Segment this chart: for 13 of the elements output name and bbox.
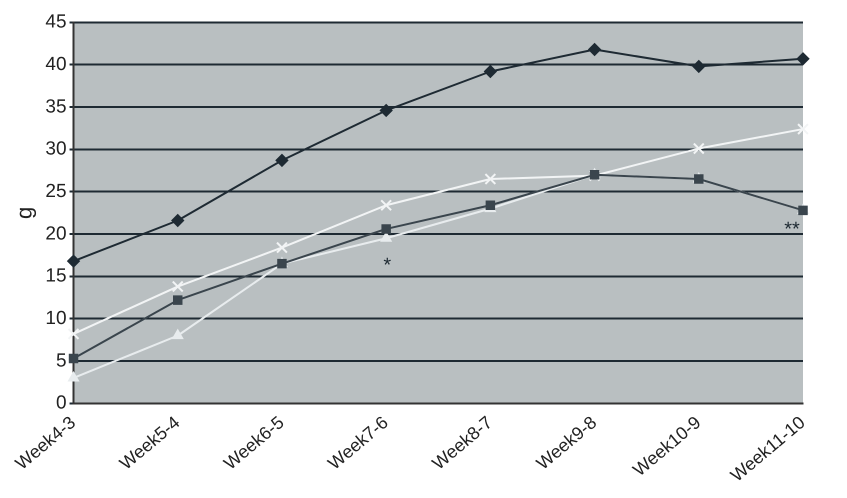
y-tick-label: 45 [45, 12, 67, 33]
y-tick-label: 25 [45, 180, 67, 202]
y-tick-label: 20 [45, 223, 67, 244]
y-tick-label: 35 [45, 96, 67, 118]
y-tick-label: 0 [56, 392, 67, 414]
y-tick-label: 10 [45, 308, 67, 329]
annotation: ** [784, 218, 800, 241]
y-tick-label: 15 [45, 266, 67, 287]
y-axis-title: g [11, 206, 36, 219]
y-tick-label: 30 [45, 138, 67, 160]
y-tick-label: 40 [45, 54, 67, 75]
y-tick-label: 5 [56, 350, 67, 372]
annotation: * [383, 254, 392, 277]
